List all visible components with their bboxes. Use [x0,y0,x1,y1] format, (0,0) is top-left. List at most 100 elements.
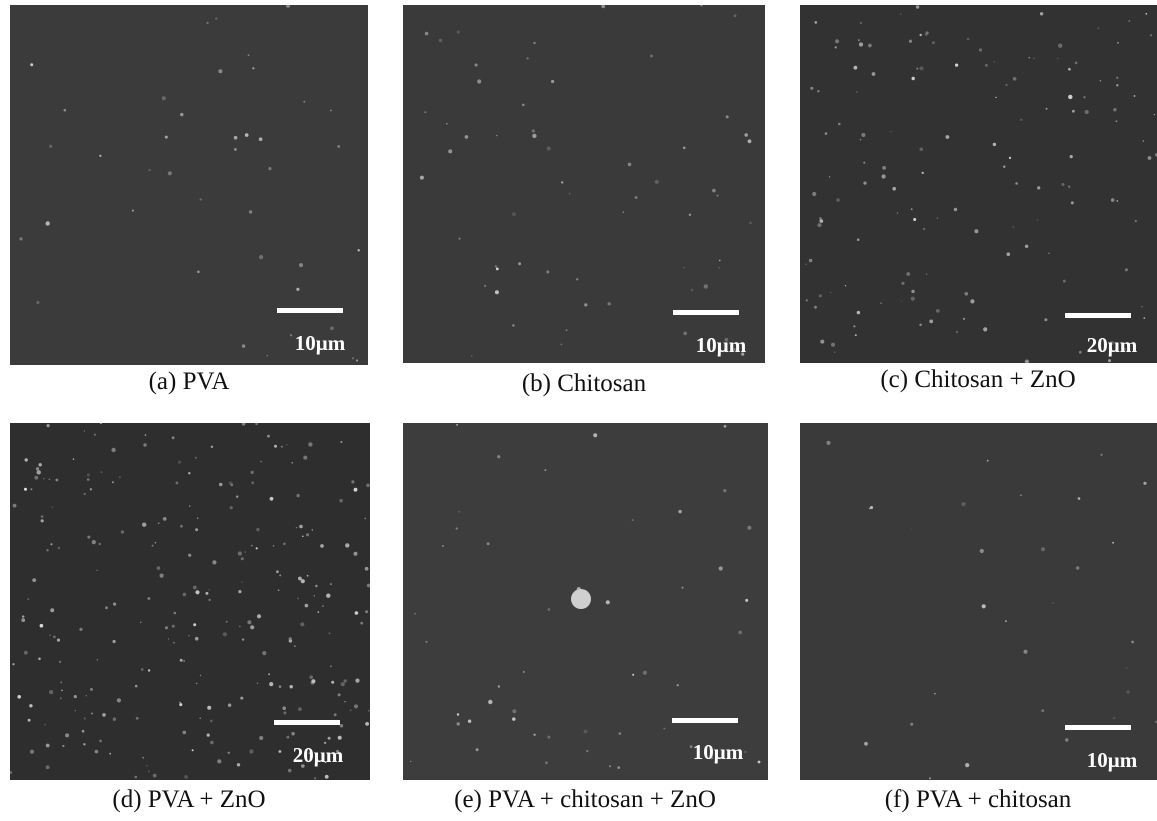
speck [84,430,85,431]
speck [632,519,634,521]
speck [148,770,150,772]
speck [512,709,516,713]
speck [819,294,822,297]
speck [1005,84,1007,86]
speck [1013,77,1017,81]
speck [617,766,620,769]
speck [911,529,912,530]
speck [41,515,44,518]
speck [1020,494,1022,496]
speck [229,481,233,485]
speck [119,476,121,478]
speck [1048,253,1050,255]
speck [855,334,857,336]
speck [240,697,243,700]
speck [932,41,935,44]
speck [189,505,190,506]
speck [330,665,332,667]
speck [299,525,303,529]
speck [532,134,536,138]
speck [758,761,761,764]
speck [682,587,684,589]
speck [270,497,274,501]
speck [683,332,687,336]
speck [929,320,933,324]
speck [365,610,368,613]
speck [442,545,444,547]
speck [330,110,332,112]
speck [338,736,342,740]
speck [425,32,429,36]
speck [307,575,309,577]
speck [205,592,208,595]
speck [548,608,551,611]
speck [1037,186,1040,189]
speck [663,728,665,730]
speck [238,551,242,555]
speck [911,208,913,210]
speck [856,91,858,93]
speck [274,445,277,448]
speck [814,306,817,309]
speck [993,143,996,146]
speck [1143,482,1146,485]
speck [259,137,263,141]
speck [1068,95,1072,99]
speck [102,713,106,717]
speck [747,526,751,530]
speck [218,69,222,73]
speck [230,506,233,509]
speck [251,471,254,474]
speck [456,424,458,426]
speck [152,545,154,547]
speck [212,560,216,564]
speck [677,684,679,686]
speck [210,741,214,745]
speck [273,545,274,546]
speck [415,613,416,614]
speck [498,685,500,687]
speck [1100,454,1102,456]
speck [256,547,258,549]
speck [1145,13,1147,15]
speck [1041,547,1045,551]
speck [97,659,99,661]
speck [57,639,60,642]
speck [188,635,189,636]
speck [145,434,147,436]
speck [726,115,729,118]
speck [195,637,199,641]
speck [117,698,121,702]
speck [294,645,296,647]
speck [900,13,902,15]
speck [286,444,287,445]
speck [350,709,352,711]
speck [345,543,349,547]
speck [56,479,59,482]
speck [354,552,358,556]
speck [314,595,315,596]
speck [826,441,830,445]
speck [183,731,187,735]
speck [882,174,886,178]
speck [1046,108,1048,110]
speck [684,267,685,268]
speck [296,494,299,497]
speck [97,570,98,571]
speck [276,570,279,573]
speck [364,518,366,520]
speck [87,473,90,476]
speck [1007,252,1011,256]
speck [172,436,175,439]
scale-bar [1065,725,1131,730]
speck [37,470,41,474]
speck [215,18,217,20]
speck [410,761,411,762]
speck [985,64,988,67]
speck [1097,28,1099,30]
speck [838,123,841,126]
caption: (f) PVA + chitosan [778,786,1157,814]
speck [30,63,33,66]
speck [545,761,548,764]
speck [288,769,292,773]
